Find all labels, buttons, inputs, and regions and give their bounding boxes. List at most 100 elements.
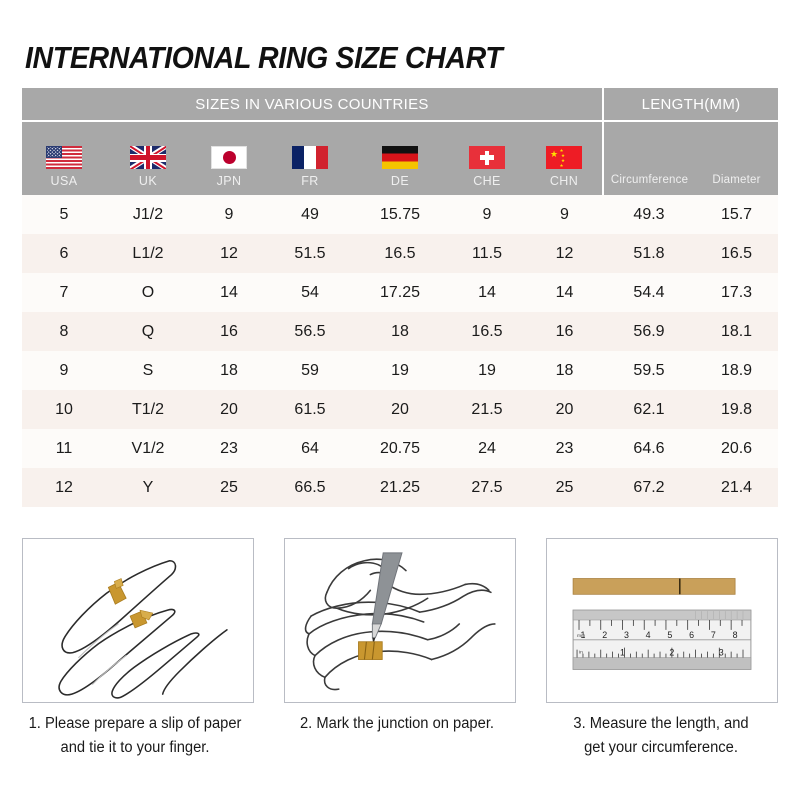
cell-fr: 51.5 xyxy=(268,234,352,273)
country-code-che: CHE xyxy=(473,174,501,188)
cell-circumference: 54.4 xyxy=(603,273,695,312)
cell-de: 17.25 xyxy=(352,273,448,312)
table-row: 12 Y 25 66.5 21.25 27.5 25 67.2 21.4 xyxy=(22,468,779,507)
cell-diameter: 20.6 xyxy=(695,429,779,468)
cell-usa: 5 xyxy=(22,195,106,234)
cell-diameter: 18.9 xyxy=(695,351,779,390)
country-code-jpn: JPN xyxy=(216,174,242,188)
svg-text:5: 5 xyxy=(667,630,672,640)
cell-de: 20 xyxy=(352,390,448,429)
cell-jpn: 12 xyxy=(190,234,268,273)
instruction-panel-3: 1 2 3 4 5 6 7 8 mm 1 2 3 in xyxy=(546,538,778,703)
flag-china-icon: ★ ★ ★ ★ ★ xyxy=(546,146,582,169)
cell-usa: 8 xyxy=(22,312,106,351)
svg-text:mm: mm xyxy=(577,634,585,639)
svg-text:3: 3 xyxy=(719,648,724,658)
cell-chn: 16 xyxy=(526,312,603,351)
svg-text:in: in xyxy=(579,650,583,656)
cell-circumference: 49.3 xyxy=(603,195,695,234)
caption-step-1: 1. Please prepare a slip of paper and ti… xyxy=(11,712,260,760)
cell-chn: 20 xyxy=(526,390,603,429)
cell-fr: 54 xyxy=(268,273,352,312)
cell-fr: 49 xyxy=(268,195,352,234)
flag-uk-icon xyxy=(130,146,166,169)
svg-text:7: 7 xyxy=(711,630,716,640)
cell-uk: L1/2 xyxy=(106,234,190,273)
caption-step-3-line-1: 3. Measure the length, and xyxy=(573,715,749,732)
cell-diameter: 16.5 xyxy=(695,234,779,273)
flag-japan-icon xyxy=(211,146,247,169)
cell-de: 20.75 xyxy=(352,429,448,468)
flag-germany-icon xyxy=(382,146,418,169)
cell-jpn: 16 xyxy=(190,312,268,351)
group-header-sizes: SIZES IN VARIOUS COUNTRIES xyxy=(22,88,604,121)
cell-diameter: 21.4 xyxy=(695,468,779,507)
cell-usa: 11 xyxy=(22,429,106,468)
table-body: 5 J1/2 9 49 15.75 9 9 49.3 15.7 6 L1/2 1… xyxy=(22,195,779,507)
cell-usa: 9 xyxy=(22,351,106,390)
cell-circumference: 64.6 xyxy=(603,429,695,468)
table-row: 7 O 14 54 17.25 14 14 54.4 17.3 xyxy=(22,273,779,312)
svg-text:4: 4 xyxy=(646,630,651,640)
table-row: 6 L1/2 12 51.5 16.5 11.5 12 51.8 16.5 xyxy=(22,234,779,273)
cell-usa: 10 xyxy=(22,390,106,429)
cell-uk: Y xyxy=(106,468,190,507)
cell-circumference: 62.1 xyxy=(603,390,695,429)
cell-chn: 23 xyxy=(526,429,603,468)
cell-fr: 59 xyxy=(268,351,352,390)
svg-text:1: 1 xyxy=(620,648,625,658)
cell-che: 21.5 xyxy=(448,390,526,429)
length-sub-diameter: Diameter xyxy=(712,174,761,186)
caption-step-2-line-1: 2. Mark the junction on paper. xyxy=(299,715,495,732)
table-group-header-row: SIZES IN VARIOUS COUNTRIES LENGTH(MM) xyxy=(22,88,779,121)
hand-marking-paper-with-pen-illustration xyxy=(304,552,496,691)
cell-che: 19 xyxy=(448,351,526,390)
svg-text:2: 2 xyxy=(602,630,607,640)
cell-che: 16.5 xyxy=(448,312,526,351)
cell-uk: Q xyxy=(106,312,190,351)
cell-usa: 6 xyxy=(22,234,106,273)
country-code-de: DE xyxy=(390,174,410,188)
column-header-diameter: Diameter xyxy=(695,120,779,195)
table-row: 9 S 18 59 19 19 18 59.5 18.9 xyxy=(22,351,779,390)
cell-circumference: 51.8 xyxy=(603,234,695,273)
size-chart-table-container: SIZES IN VARIOUS COUNTRIES LENGTH(MM) US… xyxy=(22,88,779,507)
hand-with-paper-strip-illustration xyxy=(58,559,228,699)
cell-che: 24 xyxy=(448,429,526,468)
instruction-panels: 1 2 3 4 5 6 7 8 mm 1 2 3 in xyxy=(22,538,778,703)
column-header-de: DE xyxy=(352,120,448,195)
page-title: INTERNATIONAL RING SIZE CHART xyxy=(25,40,503,75)
cell-jpn: 20 xyxy=(190,390,268,429)
cell-circumference: 59.5 xyxy=(603,351,695,390)
cell-diameter: 15.7 xyxy=(695,195,779,234)
cell-chn: 25 xyxy=(526,468,603,507)
country-code-fr: FR xyxy=(301,174,319,188)
cell-che: 14 xyxy=(448,273,526,312)
cell-chn: 12 xyxy=(526,234,603,273)
cell-de: 21.25 xyxy=(352,468,448,507)
cell-uk: T1/2 xyxy=(106,390,190,429)
cell-fr: 61.5 xyxy=(268,390,352,429)
cell-jpn: 18 xyxy=(190,351,268,390)
column-header-uk: UK xyxy=(106,120,190,195)
column-header-che: CHE xyxy=(448,120,526,195)
cell-jpn: 14 xyxy=(190,273,268,312)
column-header-chn: ★ ★ ★ ★ ★ CHN xyxy=(526,120,604,195)
column-header-circumference: Circumference xyxy=(603,120,695,195)
instruction-panel-1 xyxy=(22,538,254,703)
cell-fr: 66.5 xyxy=(268,468,352,507)
cell-che: 27.5 xyxy=(448,468,526,507)
cell-usa: 12 xyxy=(22,468,106,507)
cell-fr: 56.5 xyxy=(268,312,352,351)
group-header-length: LENGTH(MM) xyxy=(603,88,779,121)
cell-che: 9 xyxy=(448,195,526,234)
table-row: 11 V1/2 23 64 20.75 24 23 64.6 20.6 xyxy=(22,429,779,468)
cell-chn: 9 xyxy=(526,195,603,234)
cell-uk: O xyxy=(106,273,190,312)
length-sub-circumference: Circumference xyxy=(610,174,689,186)
caption-step-2: 2. Mark the junction on paper. xyxy=(278,712,516,736)
instruction-captions: 1. Please prepare a slip of paper and ti… xyxy=(0,712,800,782)
cell-de: 19 xyxy=(352,351,448,390)
table-row: 10 T1/2 20 61.5 20 21.5 20 62.1 19.8 xyxy=(22,390,779,429)
